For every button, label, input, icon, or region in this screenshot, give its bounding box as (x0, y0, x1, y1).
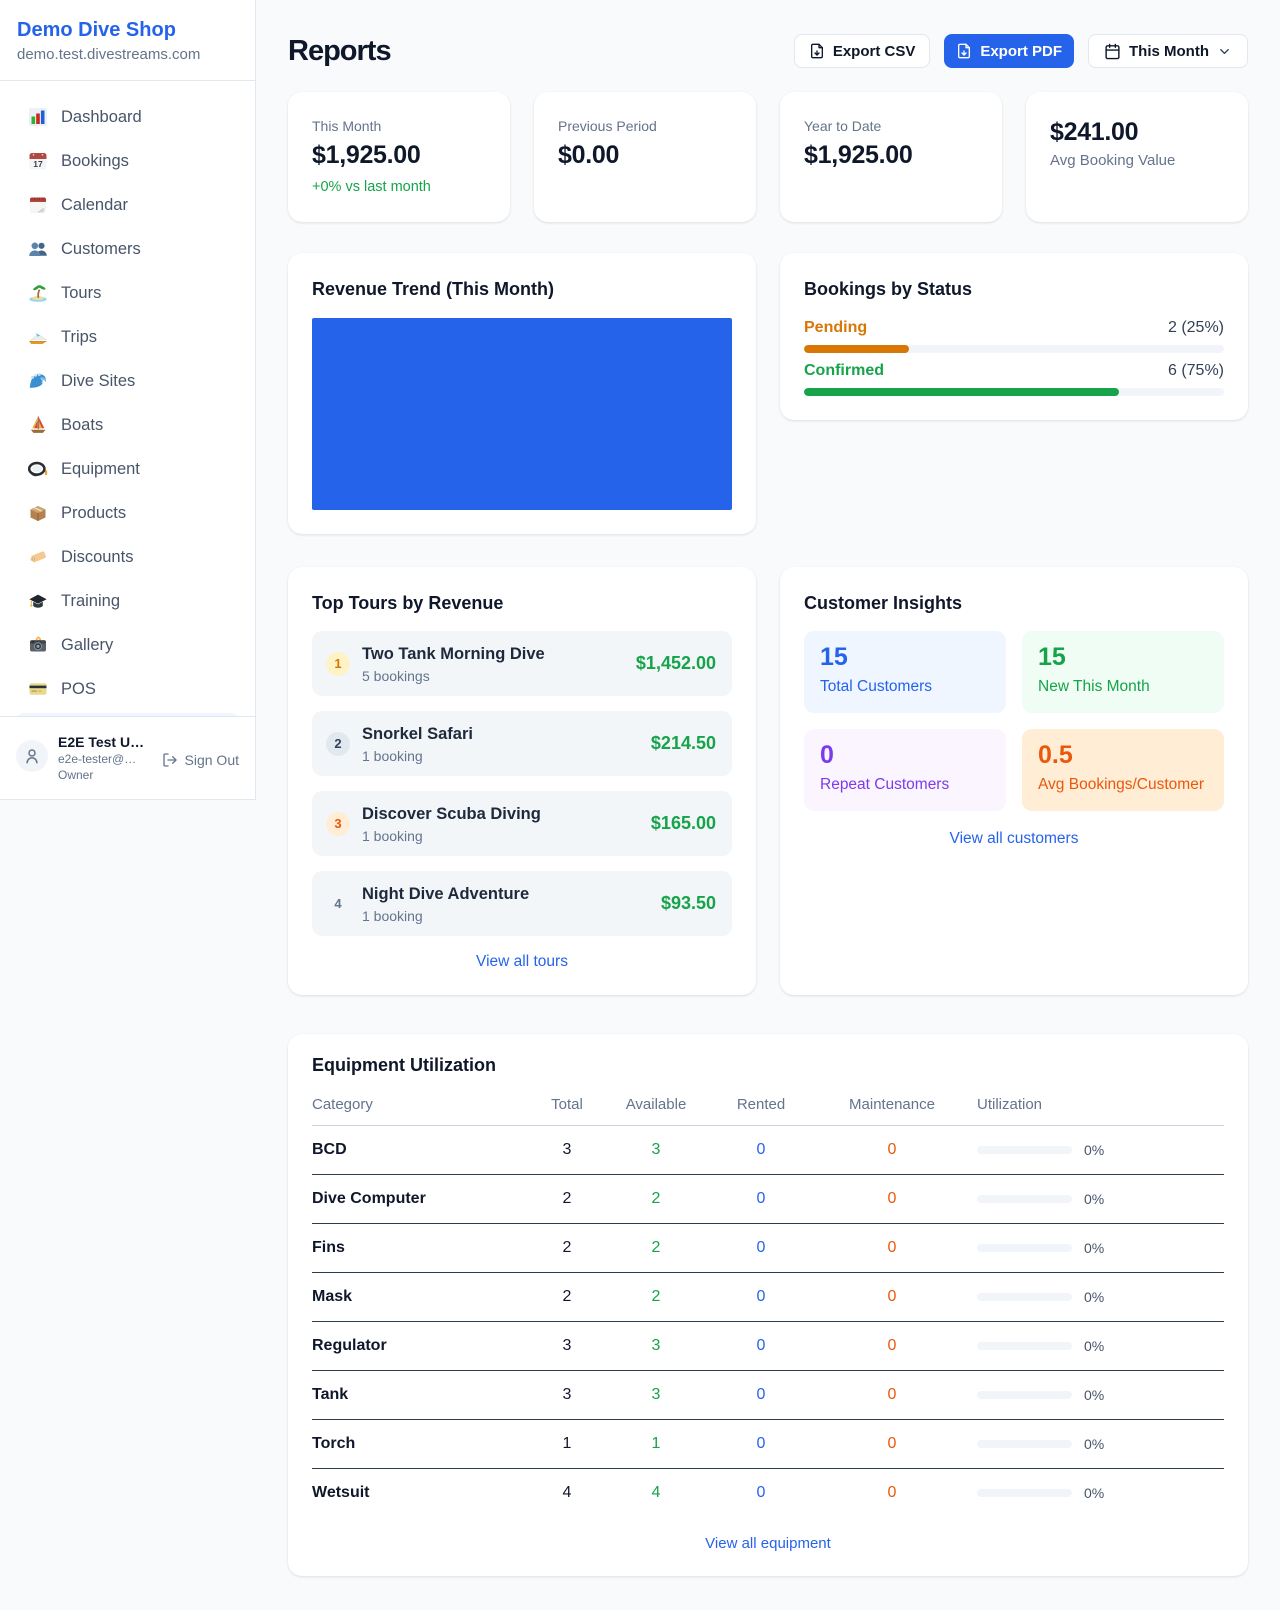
svg-text:17: 17 (33, 159, 43, 169)
